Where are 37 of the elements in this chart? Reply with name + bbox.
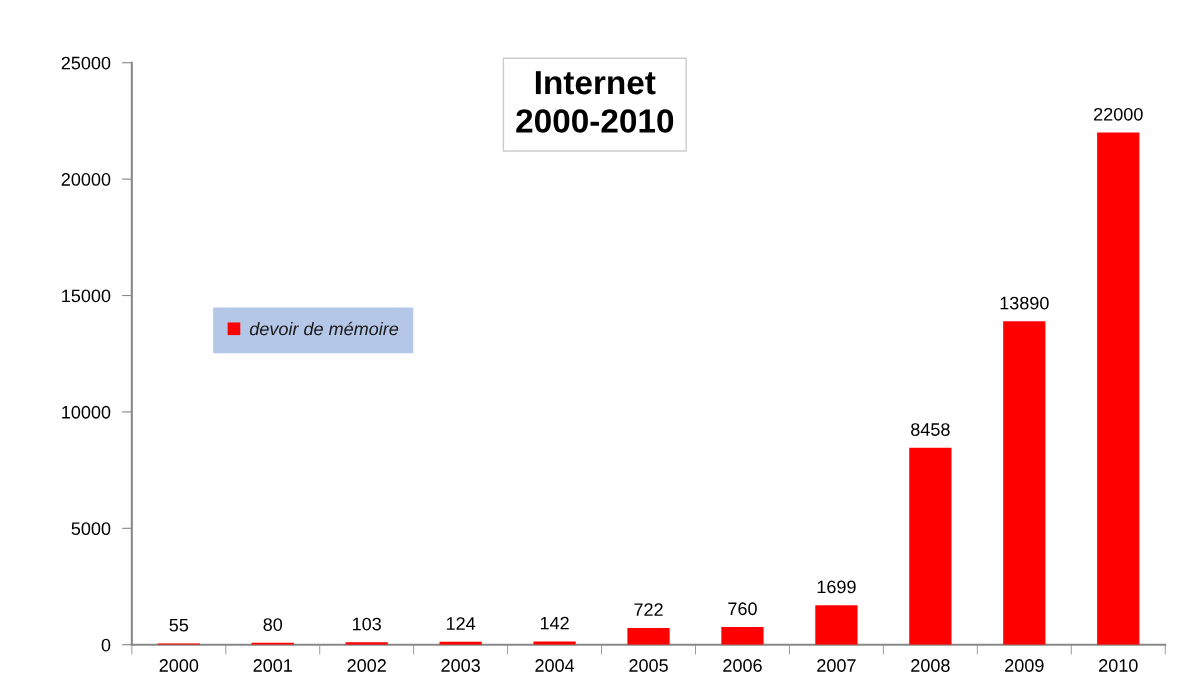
legend-label: devoir de mémoire (249, 321, 399, 336)
bar (533, 641, 576, 645)
y-tick-label: 5000 (71, 522, 111, 536)
data-label: 13890 (1000, 296, 1049, 310)
bar (815, 605, 858, 645)
x-tick-label: 2007 (817, 659, 856, 672)
data-label: 124 (446, 617, 476, 630)
y-tick-label: 25000 (61, 56, 111, 70)
bar (909, 447, 952, 645)
text: Internet 2000-2010 (516, 71, 674, 133)
x-tick-label: 2000 (159, 659, 199, 672)
bar (627, 627, 670, 645)
y-tick-label: 0 (101, 638, 111, 652)
data-label: 55 (169, 618, 189, 632)
data-label: 22000 (1094, 107, 1143, 121)
x-tick-label: 2001 (253, 659, 292, 672)
x-tick-label: 2005 (629, 659, 668, 672)
data-label: 1699 (817, 580, 856, 594)
x-tick-label: 2002 (347, 659, 386, 672)
y-tick-label: 20000 (61, 173, 111, 186)
bar (721, 627, 764, 645)
x-tick-label: 2003 (441, 659, 480, 672)
x-tick-label: 2010 (1099, 659, 1138, 672)
y-tick-label: 10000 (62, 405, 111, 419)
data-label: 722 (634, 603, 663, 616)
data-label: 8458 (911, 423, 950, 436)
y-tick-label: 15000 (62, 289, 111, 303)
bar (1003, 321, 1046, 645)
data-label: 80 (263, 618, 283, 631)
x-tick-label: 2006 (723, 659, 762, 672)
data-label: 142 (540, 616, 569, 630)
bar (1097, 132, 1140, 645)
x-tick-label: 2008 (911, 659, 950, 672)
x-tick-label: 2004 (535, 659, 575, 672)
data-label: 103 (353, 617, 381, 631)
x-tick-label: 2009 (1005, 659, 1044, 672)
data-label: 760 (728, 602, 757, 616)
